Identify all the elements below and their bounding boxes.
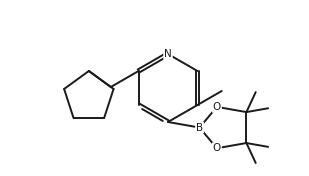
Text: O: O bbox=[213, 143, 221, 153]
Text: N: N bbox=[164, 49, 172, 59]
Text: B: B bbox=[196, 122, 203, 133]
Text: O: O bbox=[213, 102, 221, 112]
